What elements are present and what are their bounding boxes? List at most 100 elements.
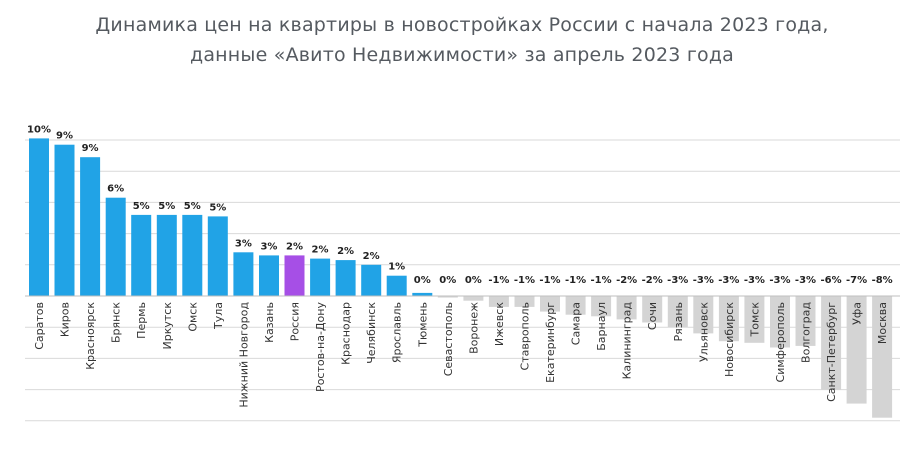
- tick-label: Санкт-Петербург: [825, 302, 838, 402]
- bar: [718, 296, 739, 342]
- tick-label: Самара: [570, 302, 583, 345]
- tick-label: Ульяновск: [697, 302, 710, 362]
- bar: [616, 296, 637, 320]
- data-label: 2%: [312, 245, 329, 256]
- bar: [233, 252, 254, 296]
- tick-label: Иркутск: [161, 302, 174, 350]
- data-label: -3%: [795, 275, 816, 286]
- bar: [131, 214, 152, 296]
- bar: [335, 260, 356, 296]
- bar: [386, 275, 407, 296]
- data-label: 5%: [209, 202, 226, 213]
- bar: [182, 214, 203, 296]
- data-label: 2%: [363, 251, 380, 262]
- tick-label: Тюмень: [416, 302, 429, 348]
- bar: [463, 296, 484, 301]
- bar: [846, 296, 867, 404]
- data-label: -1%: [565, 275, 586, 286]
- data-label: 10%: [27, 124, 51, 135]
- bar: [770, 296, 790, 348]
- bar: [259, 255, 279, 296]
- data-label: 1%: [388, 262, 405, 273]
- data-label: 2%: [337, 246, 354, 257]
- bar: [29, 138, 49, 296]
- bar: [412, 292, 433, 296]
- tick-label: Саратов: [33, 302, 46, 350]
- tick-label: Омск: [186, 302, 199, 332]
- bar: [565, 296, 586, 315]
- tick-label: Киров: [59, 302, 72, 337]
- bar: [207, 216, 228, 296]
- bar: [693, 296, 714, 334]
- tick-label: Нижний Новгород: [237, 302, 250, 408]
- bar: [284, 255, 305, 296]
- data-label: -8%: [872, 275, 893, 286]
- bar: [156, 214, 177, 296]
- bar: [488, 296, 509, 307]
- tick-label: Челябинск: [365, 302, 378, 364]
- tick-label: Барнаул: [595, 302, 608, 351]
- data-label: -3%: [769, 275, 790, 286]
- tick-label: Казань: [263, 302, 276, 343]
- tick-label: Тула: [212, 302, 225, 330]
- tick-label: Пермь: [135, 302, 148, 339]
- tick-label: Ярославль: [391, 302, 404, 363]
- data-label: 2%: [286, 241, 303, 252]
- data-label: -1%: [539, 275, 560, 286]
- tick-label: Томск: [748, 302, 761, 338]
- bar: [437, 296, 458, 298]
- data-label: -3%: [744, 275, 765, 286]
- bar: [667, 296, 688, 328]
- data-label: 5%: [133, 201, 150, 212]
- tick-label: Москва: [876, 302, 889, 344]
- chart-subtitle: данные «Авито Недвижимости» за апрель 20…: [189, 44, 735, 66]
- chart-title: Динамика цен на квартиры в новостройках …: [95, 14, 829, 36]
- tick-label: Екатеринбург: [544, 302, 557, 383]
- bar: [514, 296, 535, 307]
- tick-label: Севастополь: [442, 302, 455, 376]
- bar: [310, 258, 331, 296]
- data-label: -1%: [591, 275, 612, 286]
- data-label: -6%: [820, 275, 841, 286]
- data-label: -2%: [616, 275, 637, 286]
- data-label: -1%: [514, 275, 535, 286]
- tick-label: Брянск: [110, 302, 123, 343]
- data-label: 0%: [439, 275, 456, 286]
- bar: [744, 296, 765, 343]
- data-label: 5%: [184, 201, 201, 212]
- data-label: -2%: [642, 275, 663, 286]
- bar: [872, 296, 893, 418]
- tick-label: Сочи: [646, 302, 659, 330]
- tick-label: Новосибирск: [723, 302, 736, 377]
- data-label: -1%: [488, 275, 509, 286]
- data-label: 9%: [56, 131, 73, 142]
- bar: [54, 144, 75, 296]
- bar: [105, 197, 126, 296]
- bar: [591, 296, 612, 317]
- bar: [821, 296, 842, 390]
- bar: [361, 264, 382, 296]
- data-label: 6%: [107, 184, 124, 195]
- tick-label: Калининград: [621, 302, 634, 380]
- tick-label: Ростов-на-Дону: [314, 302, 327, 392]
- data-label: -7%: [846, 275, 867, 286]
- data-label: -3%: [693, 275, 714, 286]
- tick-label: Волгоград: [800, 302, 813, 363]
- tick-label: Воронеж: [467, 302, 480, 354]
- data-label: -3%: [667, 275, 688, 286]
- tick-label: Уфа: [851, 302, 864, 325]
- bar: [540, 296, 560, 312]
- bar: [795, 296, 816, 346]
- bar: [80, 157, 101, 296]
- tick-label: Красноярск: [84, 302, 97, 370]
- bar: [642, 296, 663, 323]
- tick-label: Симферополь: [774, 302, 787, 382]
- data-label: -3%: [718, 275, 739, 286]
- tick-label: Краснодар: [340, 302, 353, 365]
- data-label: 3%: [260, 241, 277, 252]
- tick-label: Ижевск: [493, 302, 506, 346]
- data-label: 9%: [82, 143, 99, 154]
- tick-label: Ставрополь: [518, 302, 531, 370]
